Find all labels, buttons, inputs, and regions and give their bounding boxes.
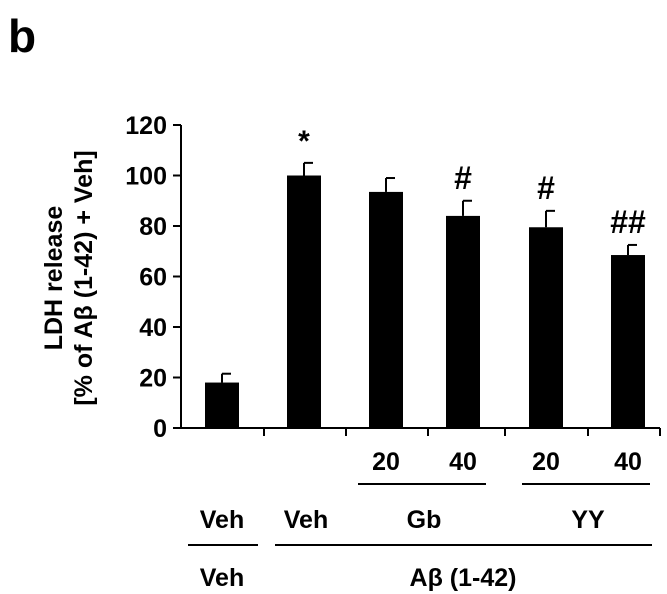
y-tick-label: 0: [153, 415, 167, 443]
x-category-labels: 20 40 20 40 Veh Veh Gb YY Veh Aβ (1-42): [188, 448, 652, 592]
bar: [369, 191, 403, 428]
dose-label-gb-20: 20: [372, 448, 400, 476]
y-tick-label: 40: [139, 314, 167, 342]
dose-label-gb-40: 40: [449, 448, 477, 476]
panel-label: b: [8, 10, 36, 62]
bar: [611, 255, 645, 428]
y-axis-title: LDH release [% of Aβ (1-42) + Veh]: [40, 150, 98, 405]
y-tick-label: 20: [139, 365, 167, 393]
bar: [205, 382, 239, 428]
dose-label-yy-20: 20: [532, 448, 560, 476]
bar: [287, 175, 321, 428]
group-label-veh: Veh: [200, 564, 244, 592]
y-axis-label-line1: LDH release: [40, 206, 68, 351]
significance-marker: #: [454, 160, 472, 196]
treatment-label-yy: YY: [571, 506, 605, 534]
y-tick-label: 120: [125, 112, 167, 140]
bar: [446, 215, 480, 428]
treatment-label-veh-2: Veh: [284, 506, 328, 534]
bars: *# ###: [205, 125, 646, 428]
significance-marker: ##: [610, 204, 646, 240]
treatment-label-gb: Gb: [407, 506, 442, 534]
y-axis: 0 20 40 60 80 100 120: [125, 112, 661, 443]
significance-marker: #: [537, 170, 555, 206]
bar: [529, 227, 563, 428]
significance-marker: *: [298, 125, 310, 158]
y-tick-label: 100: [125, 163, 167, 191]
y-axis-label-line2: [% of Aβ (1-42) + Veh]: [70, 150, 98, 405]
dose-label-yy-40: 40: [614, 448, 642, 476]
y-tick-label: 60: [139, 264, 167, 292]
y-tick-label: 80: [139, 213, 167, 241]
treatment-label-veh-1: Veh: [200, 506, 244, 534]
group-label-abeta: Aβ (1-42): [410, 564, 517, 592]
